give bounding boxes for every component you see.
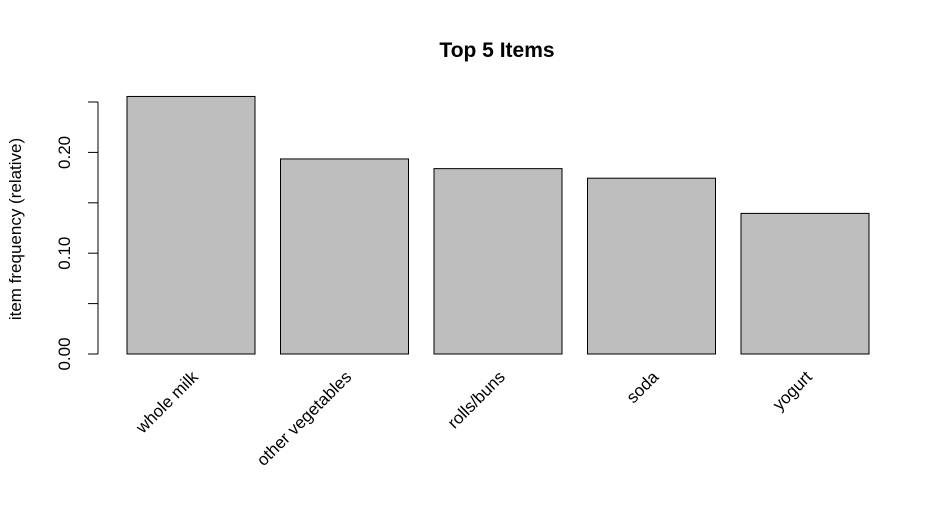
x-tick-label: yogurt <box>769 367 816 414</box>
y-axis-label: item frequency (relative) <box>6 138 25 320</box>
bars-group <box>126 95 870 355</box>
x-tick-label: soda <box>623 367 663 407</box>
bar-rolls-buns <box>433 168 563 355</box>
x-tick-label: rolls/buns <box>444 367 509 432</box>
x-tick-label: other vegetables <box>253 367 355 469</box>
bar-whole-milk <box>126 95 256 355</box>
y-axis: 0.00 0.10 0.20 <box>55 101 99 371</box>
x-tick-label: whole milk <box>132 367 203 438</box>
y-tick-label: 0.20 <box>55 136 74 169</box>
bar-yogurt <box>740 212 870 355</box>
chart-title: Top 5 Items <box>439 39 554 62</box>
y-tick-label: 0.00 <box>55 337 74 370</box>
x-axis-labels: whole milk other vegetables rolls/buns soda… <box>132 367 816 470</box>
bar-other-vegetables <box>280 158 409 355</box>
y-tick-label: 0.10 <box>55 237 74 270</box>
bar-soda <box>587 177 716 355</box>
